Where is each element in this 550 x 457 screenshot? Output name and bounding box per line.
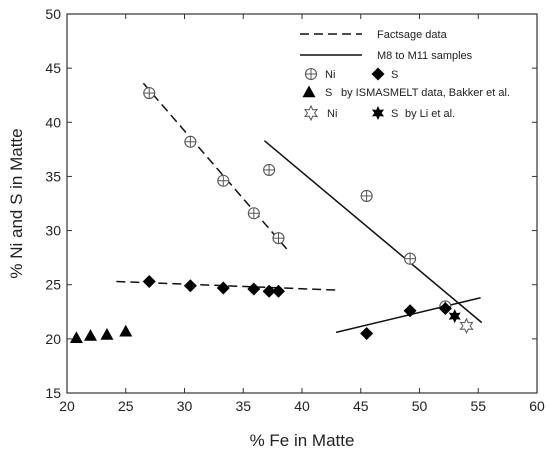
legend-label-factsage: Factsage data (377, 29, 448, 41)
x-tick-label: 35 (235, 398, 251, 414)
point-circle-plus (143, 86, 156, 100)
y-tick-label: 15 (45, 385, 61, 401)
factsage-dashed-line (142, 82, 288, 250)
y-tick-label: 25 (45, 277, 61, 293)
point-circle-plus (404, 252, 417, 265)
point-triangle (100, 328, 114, 340)
point-circle-plus (360, 189, 373, 202)
x-tick-label: 60 (529, 398, 545, 414)
point-triangle (69, 331, 83, 343)
point-star-filled (448, 309, 461, 324)
y-tick-label: 45 (45, 60, 61, 76)
point-diamond (272, 284, 285, 298)
y-tick-label: 50 (45, 6, 61, 22)
y-tick-label: 40 (45, 114, 61, 130)
fit-lines (116, 82, 483, 334)
x-tick-label: 55 (470, 398, 486, 414)
legend-filled-star-marker (371, 106, 385, 120)
point-circle-plus (247, 207, 260, 220)
point-diamond (216, 281, 230, 295)
point-circle-plus (217, 174, 230, 187)
legend-label-s-li: S (391, 108, 398, 120)
point-diamond (142, 274, 156, 288)
x-tick-label: 25 (118, 398, 134, 414)
x-tick-label: 40 (294, 398, 310, 414)
plot-frame (66, 13, 538, 394)
x-tick-label: 20 (59, 398, 75, 414)
x-tick-label: 45 (353, 398, 369, 414)
legend-label-s-ismasmelt: S (325, 87, 332, 99)
point-diamond (438, 302, 452, 316)
point-circle-plus (184, 135, 197, 148)
point-diamond (247, 282, 261, 296)
y-tick-label: 35 (45, 168, 61, 184)
y-tick-label: 30 (45, 223, 61, 239)
legend-s-diamond-marker (371, 67, 385, 81)
legend-label-ni-li: Ni (327, 108, 337, 120)
y-tick-label: 20 (45, 331, 61, 347)
legend-label-samples: M8 to M11 samples (377, 50, 473, 62)
legend-triangle-marker (302, 85, 316, 98)
samples-fit-line (263, 140, 483, 324)
data-points (69, 86, 474, 343)
point-circle-plus (263, 163, 276, 176)
point-triangle (84, 329, 97, 341)
legend-label-s: S (391, 69, 398, 81)
point-circle-plus (272, 232, 285, 245)
point-star-open (459, 317, 474, 335)
legend-ni-circle-marker (304, 67, 318, 81)
point-diamond (262, 284, 276, 298)
x-tick-label: 50 (412, 398, 428, 414)
legend-label-ismasmelt-source: by ISMASMELT data, Bakker et al. (341, 87, 510, 99)
point-diamond (183, 279, 197, 293)
point-diamond (360, 326, 374, 340)
legend: Factsage data M8 to M11 samples Ni S S b… (300, 29, 510, 122)
point-diamond (403, 304, 417, 318)
x-tick-label: 30 (177, 398, 193, 414)
x-axis-title: % Fe in Matte (250, 431, 355, 450)
legend-label-ni: Ni (325, 69, 335, 81)
legend-open-star-marker (303, 104, 319, 122)
y-axis-title: % Ni and S in Matte (7, 128, 26, 278)
legend-label-li-source: by Li et al. (405, 108, 455, 120)
point-triangle (119, 324, 133, 337)
